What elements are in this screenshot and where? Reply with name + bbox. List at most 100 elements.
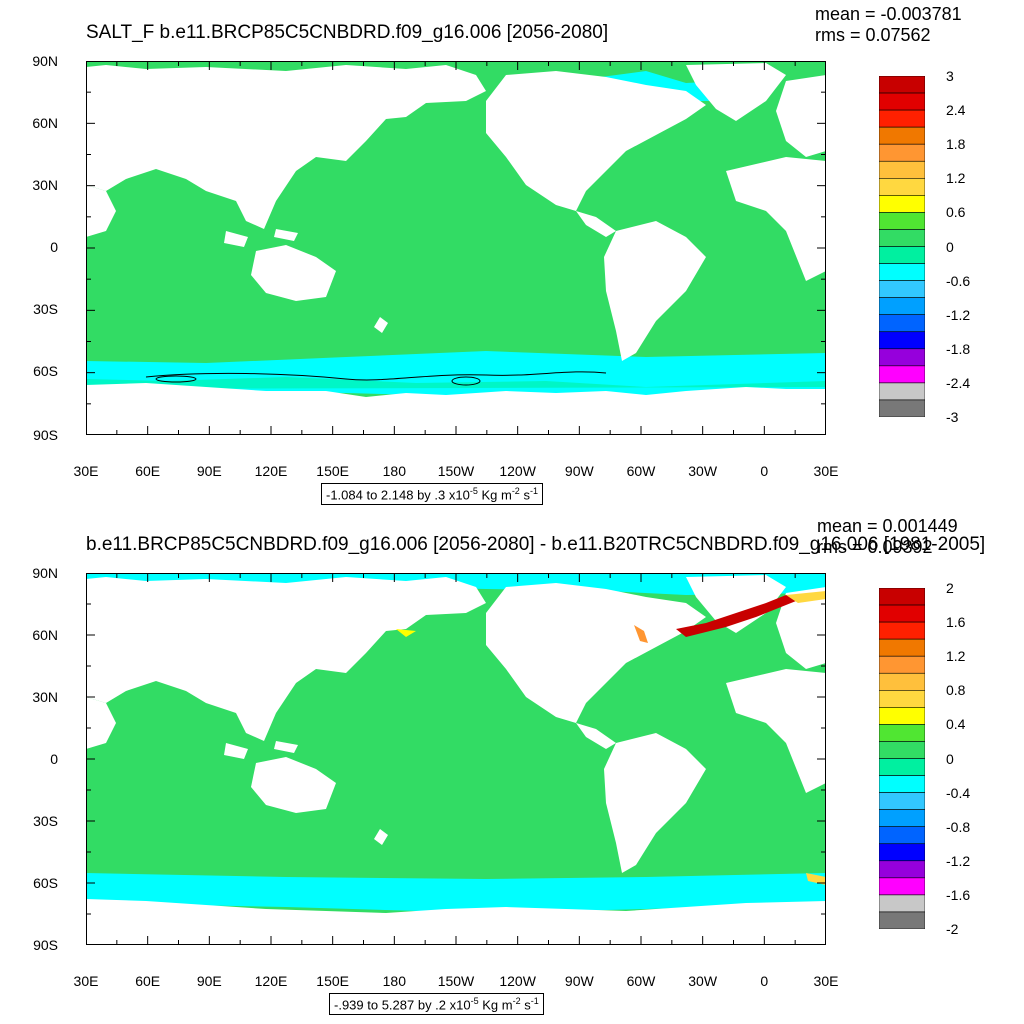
panel1-lat-30s: 30S [33, 301, 58, 317]
panel1-colorbar-label: -3 [946, 409, 959, 425]
panel2-lon-label: 90E [196, 973, 222, 989]
panel1-caption-exp: -5 [469, 486, 478, 496]
panel1-colorbar-box [879, 143, 925, 162]
panel2-colorbar-label: -0.8 [946, 818, 971, 835]
panel1-colorbar-box [879, 280, 925, 298]
panel1-lon-label: 90W [564, 463, 594, 479]
panel1-lat-60s: 60S [33, 363, 58, 379]
panel2-lon-label: 0 [760, 973, 769, 989]
panel2-rms: rms = 0.09392 [817, 537, 933, 557]
panel2-colorbar-box [879, 655, 925, 674]
panel2-colorbar-label: -2 [946, 921, 959, 937]
panel2-colorbar-box [879, 707, 925, 725]
panel1-colorbar-box [879, 263, 925, 281]
panel1-colorbar-box [879, 92, 925, 111]
panel2-colorbar-box [879, 775, 925, 793]
panel2-colorbar-box [879, 758, 925, 776]
panel2-colorbar-label: 2 [946, 580, 954, 596]
panel1-colorbar-box [879, 246, 925, 264]
panel1-mean: mean = -0.003781 [815, 4, 962, 24]
panel2-caption: -.939 to 5.287 by .2 x10-5 Kg m-2 s-1 [329, 993, 544, 1016]
panel2-colorbar-label: -0.4 [946, 784, 971, 801]
panel1-colorbar-label: 0.6 [946, 204, 966, 221]
panel1-colorbar [879, 76, 925, 417]
panel1-colorbar-label: 1.8 [946, 136, 966, 153]
panel2-colorbar-box [879, 672, 925, 691]
panel1-colorbar-box [879, 348, 925, 367]
panel2-lat-60n: 60N [32, 627, 58, 643]
panel2-colorbar-label: -1.2 [946, 852, 971, 869]
panel2-lat-30s: 30S [33, 813, 58, 829]
panel2-caption-exp2: -2 [512, 996, 521, 1006]
panel1-colorbar-label: -1.2 [946, 306, 971, 323]
panel2-map [86, 573, 826, 945]
panel2-lat-60s: 60S [33, 875, 58, 891]
panel1-colorbar-box [879, 314, 925, 333]
panel1-colorbar-box [879, 382, 925, 401]
panel2-lon-label: 150W [437, 973, 475, 989]
panel1-lon-label: 120W [499, 463, 536, 479]
panel1-title: SALT_F b.e11.BRCP85C5CNBDRD.f09_g16.006 … [86, 22, 609, 43]
panel1-colorbar-label: 1.2 [946, 170, 966, 187]
panel2-colorbar-box [879, 588, 925, 606]
panel2-lon-label: 60E [135, 973, 161, 989]
panel1-map [86, 61, 826, 435]
panel1-lon-label: 0 [760, 463, 769, 479]
panel1-lon-label: 30E [813, 463, 839, 479]
panel2-colorbar-box [879, 826, 925, 845]
panel1-colorbar-box [879, 399, 925, 417]
panel1-lat-60n: 60N [32, 115, 58, 131]
panel2-colorbar-label: 0.4 [946, 716, 966, 733]
panel1-colorbar-box [879, 229, 925, 247]
panel1-colorbar-label: 3 [946, 68, 954, 84]
panel1-lon-label: 60W [626, 463, 656, 479]
panel2-lon-label: 150E [316, 973, 349, 989]
panel2-colorbar-box [879, 621, 925, 640]
panel2-colorbar-box [879, 741, 925, 759]
panel1-lat-90s: 90S [33, 427, 58, 443]
panel1-colorbar-box [879, 297, 925, 315]
panel1-colorbar-label: 2.4 [946, 102, 966, 119]
panel2-mean: mean = 0.001449 [817, 516, 958, 536]
panel1-caption-s: s [519, 487, 530, 503]
panel2-colorbar-box [879, 911, 925, 929]
panel2-title: b.e11.BRCP85C5CNBDRD.f09_g16.006 [2056-2… [86, 534, 986, 555]
panel1-colorbar-box [879, 109, 925, 128]
panel1-rms: rms = 0.07562 [815, 25, 931, 45]
panel2-lat-90n: 90N [32, 565, 58, 581]
panel1-lon-label: 120E [254, 463, 288, 479]
panel1-caption-range: -1.084 to 2.148 by .3 x10 [326, 487, 470, 503]
panel2-colorbar-box [879, 724, 925, 742]
panel1-lon-label: 30E [73, 463, 99, 479]
panel2-colorbar-box [879, 894, 925, 913]
panel2-colorbar-box [879, 792, 925, 810]
panel2-lon-label: 120E [254, 973, 288, 989]
panel1-colorbar-box [879, 331, 925, 350]
panel1-caption-exp3: -1 [529, 486, 538, 496]
panel1-lon-label: 60E [135, 463, 161, 479]
panel2-caption-exp: -5 [470, 996, 479, 1006]
panel2-lon-label: 30E [73, 973, 99, 989]
panel1-lon-label: 30W [688, 463, 718, 479]
panel2-caption-range: -.939 to 5.287 by .2 x10 [334, 997, 471, 1013]
panel2-colorbar-label: 1.6 [946, 614, 966, 631]
panel2-lat-90s: 90S [33, 937, 58, 953]
panel1-lat-30n: 30N [32, 177, 58, 193]
panel2-lon-label: 30E [813, 973, 839, 989]
panel2-colorbar-label: 1.2 [946, 648, 966, 665]
panel1-colorbar-box [879, 195, 925, 213]
panel2-colorbar-label: 0 [946, 750, 954, 767]
panel2-colorbar-box [879, 638, 925, 657]
panel1-lon-label: 150E [316, 463, 349, 479]
panel2-colorbar-box [879, 604, 925, 623]
panel1-colorbar-box [879, 126, 925, 145]
panel1-colorbar-label: -2.4 [946, 374, 971, 391]
panel1-colorbar-box [879, 365, 925, 384]
panel1-colorbar-box [879, 76, 925, 94]
panel1-caption-unit: Kg m [477, 487, 512, 503]
panel1-colorbar-box [879, 178, 925, 196]
panel1-colorbar-label: -1.8 [946, 340, 971, 357]
panel1-lat-90n: 90N [32, 53, 58, 69]
panel2-colorbar [879, 588, 925, 929]
panel2-lon-label: 60W [626, 973, 656, 989]
